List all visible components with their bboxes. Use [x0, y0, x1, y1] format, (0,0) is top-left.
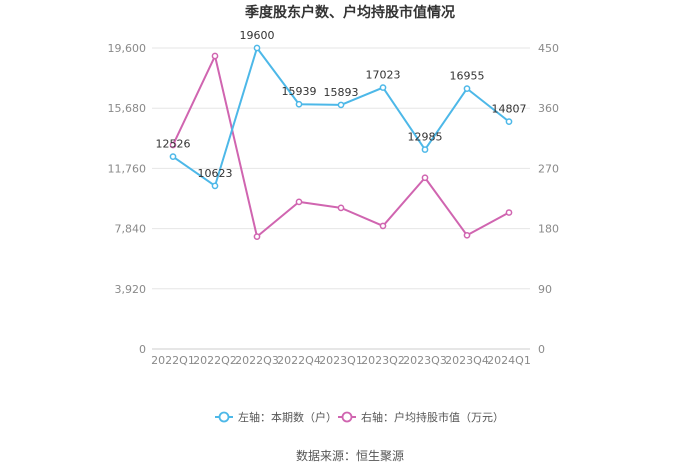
data-point-0[interactable] — [253, 44, 261, 52]
data-point-0[interactable] — [379, 84, 387, 91]
x-tick-label: 2022Q2 — [193, 354, 237, 367]
data-point-1[interactable] — [463, 231, 471, 239]
series-layer — [169, 44, 513, 240]
y-left-tick-label: 7,840 — [115, 223, 147, 236]
data-label: 19600 — [240, 29, 275, 42]
data-source: 数据来源：恒生聚源 — [296, 448, 404, 463]
x-tick-label: 2022Q4 — [277, 354, 321, 367]
right-axis: 0 90 180 270 360 450 — [538, 42, 559, 356]
data-point-0[interactable] — [337, 101, 345, 109]
legend-item-1[interactable]: 右轴：户均持股市值（万元） — [338, 410, 504, 424]
data-label: 12526 — [156, 138, 191, 151]
data-point-0[interactable] — [421, 146, 429, 153]
x-tick-label: 2022Q1 — [151, 354, 195, 367]
legend-label: 右轴：户均持股市值（万元） — [361, 410, 504, 424]
x-tick-label: 2023Q1 — [319, 354, 363, 367]
y-right-tick-label: 360 — [538, 102, 559, 115]
data-label: 14807 — [492, 103, 527, 116]
data-label: 12985 — [408, 131, 443, 144]
data-point-1[interactable] — [505, 209, 513, 216]
y-left-tick-label: 15,680 — [108, 102, 147, 115]
data-labels: 12526 10623 19600 15939 15893 17023 12985 16955… — [156, 29, 527, 180]
legend[interactable]: 左轴：本期数（户） 右轴：户均持股市值（万元） — [215, 410, 504, 424]
y-right-tick-label: 180 — [538, 223, 559, 236]
data-point-0[interactable] — [211, 182, 219, 190]
y-right-tick-label: 90 — [538, 283, 552, 296]
data-point-0[interactable] — [505, 118, 513, 125]
x-axis: 2022Q12022Q22022Q32022Q42023Q12023Q22023… — [151, 354, 531, 367]
data-label: 15893 — [324, 86, 359, 99]
data-label: 17023 — [366, 69, 401, 82]
data-label: 10623 — [198, 167, 233, 180]
data-point-1[interactable] — [253, 233, 261, 240]
chart-title: 季度股东户数、户均持股市值情况 — [244, 4, 455, 21]
left-axis: 0 3,920 7,840 11,760 15,680 19,600 — [108, 42, 147, 356]
data-point-1[interactable] — [295, 198, 303, 206]
data-point-1[interactable] — [211, 52, 219, 60]
data-point-1[interactable] — [379, 222, 387, 230]
data-point-0[interactable] — [463, 85, 471, 92]
data-label: 16955 — [450, 70, 485, 83]
x-tick-label: 2024Q1 — [487, 354, 531, 367]
y-left-tick-label: 3,920 — [115, 283, 147, 296]
legend-item-0[interactable]: 左轴：本期数（户） — [215, 410, 337, 424]
data-point-1[interactable] — [337, 204, 345, 212]
data-point-1[interactable] — [169, 141, 177, 149]
y-right-tick-label: 450 — [538, 42, 559, 55]
data-point-0[interactable] — [295, 100, 303, 108]
legend-label: 左轴：本期数（户） — [238, 410, 337, 424]
y-right-tick-label: 0 — [538, 343, 545, 356]
y-left-tick-label: 11,760 — [108, 162, 147, 175]
x-tick-label: 2023Q2 — [361, 354, 405, 367]
data-point-0[interactable] — [169, 153, 177, 160]
legend-swatch-marker — [218, 411, 230, 423]
x-tick-label: 2023Q3 — [403, 354, 447, 367]
data-point-1[interactable] — [421, 174, 429, 182]
y-right-tick-label: 270 — [538, 162, 559, 175]
y-left-tick-label: 19,600 — [108, 42, 147, 55]
y-left-tick-label: 0 — [139, 343, 146, 356]
data-label: 15939 — [282, 85, 317, 98]
x-tick-label: 2022Q3 — [235, 354, 279, 367]
legend-swatch-marker — [341, 411, 353, 423]
x-tick-label: 2023Q4 — [445, 354, 489, 367]
